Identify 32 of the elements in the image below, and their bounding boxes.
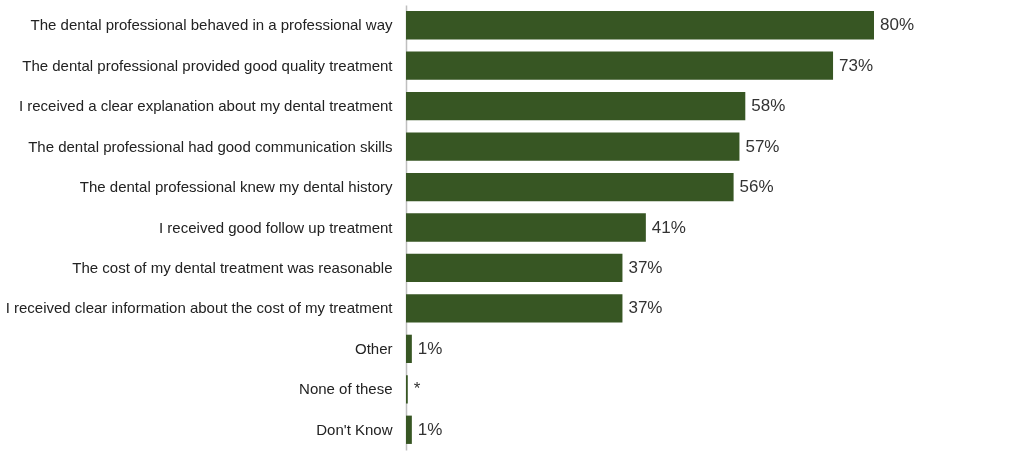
data-label: 56% <box>739 177 774 197</box>
data-label: 80% <box>880 15 915 35</box>
y-tick-label: The cost of my dental treatment was reasonable <box>72 258 393 276</box>
y-tick-label: The dental professional had good communication skills <box>28 137 393 155</box>
data-label: 1% <box>417 419 443 439</box>
bar <box>406 415 412 444</box>
y-tick-label: The dental professional knew my dental history <box>79 178 393 196</box>
bar <box>406 91 746 121</box>
bar <box>406 334 412 364</box>
y-tick-label: I received clear information about the cost of my treatment <box>5 299 394 317</box>
data-label: 57% <box>745 136 780 156</box>
y-tick-label: I received good follow up treatment <box>159 218 394 236</box>
data-label: 37% <box>628 257 663 277</box>
bar <box>406 172 734 202</box>
y-tick-label: I received a clear explanation about my dental treatment <box>18 97 394 115</box>
y-tick-label: Don't Know <box>316 420 393 438</box>
bar <box>406 51 834 80</box>
data-label: 1% <box>417 338 443 358</box>
bar <box>406 253 623 283</box>
data-label: 58% <box>751 96 786 116</box>
data-label: 41% <box>651 217 686 237</box>
bar <box>406 213 646 242</box>
data-label: 37% <box>628 298 663 318</box>
bar <box>406 132 740 161</box>
data-label: 73% <box>839 55 874 75</box>
bar <box>406 294 623 323</box>
y-tick-label: Other <box>354 339 393 357</box>
y-tick-label: The dental professional behaved in a professional way <box>30 16 393 34</box>
bar <box>406 11 874 40</box>
y-tick-label: The dental professional provided good quality treatment <box>22 56 394 74</box>
y-tick-label: None of these <box>299 380 393 398</box>
data-label: * <box>413 379 421 399</box>
